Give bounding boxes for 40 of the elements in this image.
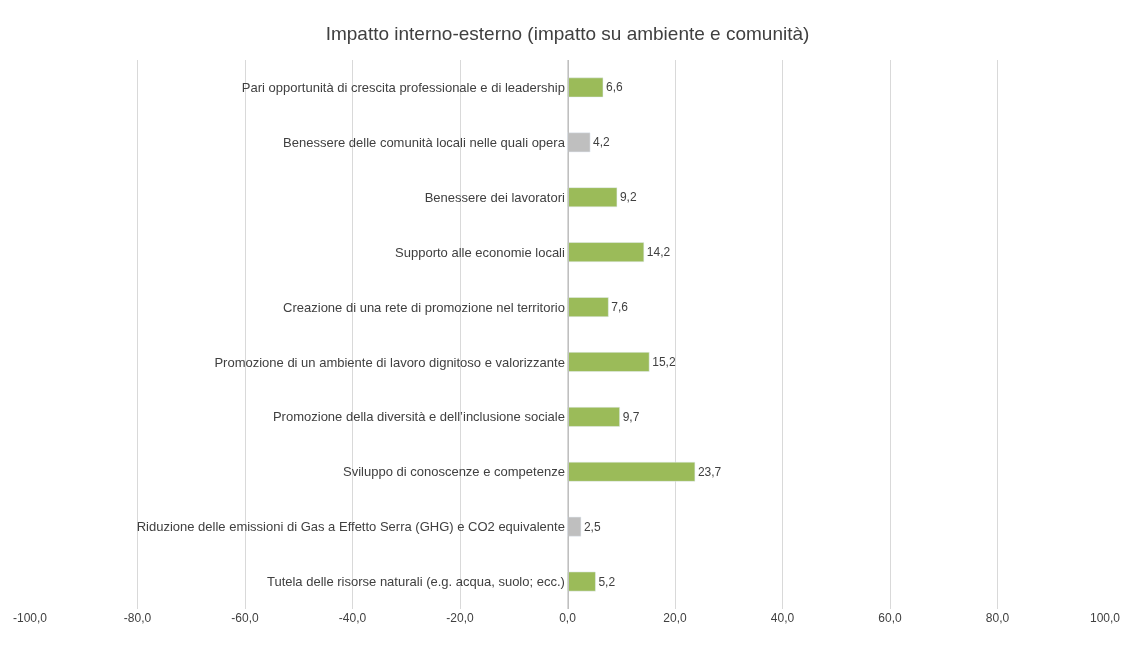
data-label: 15,2 [652,354,676,369]
y-tick-label: Promozione della diversità e dell’inclusione sociale [272,409,565,425]
bar [567,461,696,482]
x-tick-label: -40,0 [338,611,367,625]
data-label: 23,7 [697,464,722,479]
bar [567,187,618,208]
bar [567,77,604,98]
y-tick-label: Benessere dei lavoratori [424,189,565,205]
data-label: 7,6 [611,300,629,315]
y-tick-label: Benessere delle comunità locali nelle quali opera [283,134,566,150]
data-label: 6,6 [605,80,623,95]
data-label: 2,5 [583,519,601,534]
chart-title: Impatto interno-esterno (impatto su ambiente e comunità) [325,22,810,44]
y-tick-label: Tutela delle risorse naturali (e.g. acqua, suolo; ecc.) [266,574,565,590]
x-tick-label: 40,0 [770,611,795,625]
y-tick-label: Creazione di una rete di promozione nel territorio [283,299,565,315]
x-tick-label: 0,0 [559,611,577,625]
data-label: 14,2 [646,245,671,260]
x-tick-label: 20,0 [663,611,687,625]
data-label: 9,2 [619,190,637,205]
bar [567,352,650,372]
x-tick-label: -60,0 [231,611,259,625]
y-tick-label: Pari opportunità di crescita professionale e di leadership [241,80,565,95]
x-tick-label: 80,0 [985,611,1010,625]
data-label: 4,2 [593,135,611,150]
x-tick-label: -20,0 [446,611,474,625]
bar [567,406,620,427]
bar [567,571,596,592]
bar [567,297,609,317]
x-tick-label: 100,0 [1089,611,1121,625]
x-tick-label: -80,0 [123,611,152,625]
data-label: 5,2 [598,574,616,589]
y-tick-label: Promozione di un ambiente di lavoro dignitoso e valorizzante [214,354,565,370]
y-tick-label: Sviluppo di conoscenze e competenze [343,464,565,480]
x-tick-label: -100,0 [12,611,48,625]
bar [567,242,645,263]
x-tick-label: 60,0 [878,611,902,625]
y-tick-label: Riduzione delle emissioni di Gas a Effetto Serra (GHG) e CO2 equivalente [136,519,565,535]
y-tick-label: Supporto alle economie locali [395,244,566,260]
data-label: 9,7 [622,409,640,424]
